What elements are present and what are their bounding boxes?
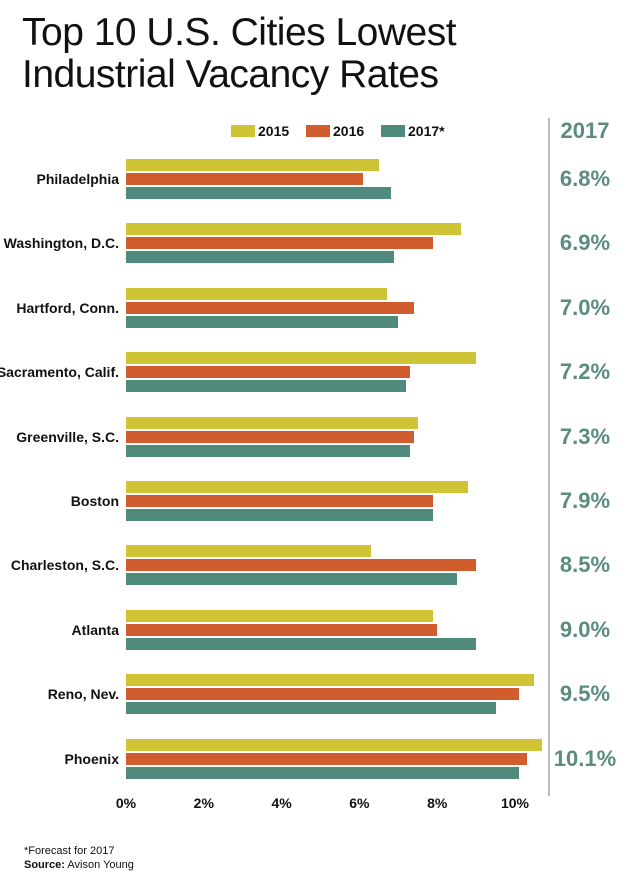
bar-2016-3 — [126, 366, 410, 379]
bar-2017-9 — [126, 766, 519, 779]
legend-label: 2015 — [258, 123, 290, 139]
bar-2015-2 — [126, 287, 387, 300]
right-value: 6.9% — [559, 230, 611, 256]
category-label: Washington, D.C. — [3, 235, 119, 252]
category-label: Boston — [70, 493, 119, 509]
bar-2015-3 — [126, 352, 477, 365]
bar-2017-8 — [126, 702, 496, 715]
legend-item-2016: 2016 — [306, 123, 364, 139]
x-tick-label: 0% — [115, 795, 137, 811]
bar-2016-7 — [126, 623, 438, 636]
divider-line — [548, 118, 550, 796]
legend-label: 2016 — [333, 123, 365, 139]
bar-2017-6 — [126, 573, 457, 586]
right-value: 7.2% — [559, 359, 611, 385]
bar-2016-9 — [126, 752, 527, 765]
bar-2017-4 — [126, 444, 410, 457]
category-label: Hartford, Conn. — [16, 299, 119, 316]
bar-2016-6 — [126, 559, 477, 572]
bar-2017-7 — [126, 637, 477, 650]
x-tick-label: 4% — [271, 795, 292, 811]
bar-2015-4 — [126, 416, 418, 429]
bar-2015-9 — [126, 738, 543, 751]
bar-2016-8 — [126, 688, 519, 701]
bar-2017-0 — [126, 187, 391, 199]
legend-item-2017: 2017* — [381, 123, 445, 139]
bar-2015-6 — [126, 545, 372, 558]
bar-2017-5 — [126, 509, 434, 521]
category-label: Atlanta — [71, 621, 119, 638]
category-label: Sacramento, Calif. — [0, 364, 119, 381]
bar-2017-3 — [126, 380, 407, 393]
x-tick-label: 6% — [349, 795, 370, 811]
legend-swatch — [381, 125, 405, 137]
x-tick-label: 10% — [500, 795, 530, 811]
right-value: 9.5% — [559, 681, 611, 707]
source-label: Source: — [24, 859, 65, 871]
bar-2015-1 — [126, 223, 461, 236]
right-value: 8.5% — [559, 552, 611, 578]
bar-2017-1 — [126, 251, 395, 264]
right-column-header: 2017 — [560, 118, 610, 143]
bar-2016-4 — [126, 430, 414, 443]
source-text: Avison Young — [67, 859, 134, 871]
category-label: Philadelphia — [36, 171, 119, 187]
bar-2017-2 — [126, 315, 399, 328]
title-line-2: Industrial Vacancy Rates — [22, 53, 439, 96]
legend-item-2015: 2015 — [231, 123, 289, 139]
bar-2015-5 — [126, 481, 469, 493]
legend-swatch — [231, 125, 255, 137]
category-label: Phoenix — [64, 750, 119, 767]
category-label: Charleston, S.C. — [10, 557, 119, 574]
bar-2016-0 — [126, 173, 364, 185]
source-line: Source: Avison Young — [24, 859, 134, 871]
legend-label: 2017* — [408, 123, 445, 139]
chart-title: Top 10 U.S. Cities Lowest Industrial Vaca… — [22, 11, 457, 96]
category-label: Reno, Nev. — [47, 686, 119, 703]
right-value: 10.1% — [553, 745, 617, 771]
bar-2015-0 — [126, 159, 379, 171]
bar-2016-5 — [126, 495, 434, 507]
right-value: 7.3% — [559, 423, 611, 449]
legend-swatch — [306, 125, 330, 137]
bar-2016-2 — [126, 301, 414, 314]
bar-2016-1 — [126, 237, 434, 250]
right-value: 7.9% — [559, 488, 611, 513]
footnote: *Forecast for 2017 — [24, 845, 115, 857]
bar-2015-8 — [126, 674, 535, 687]
right-value: 7.0% — [559, 294, 611, 320]
bar-2015-7 — [126, 609, 434, 622]
title-line-1: Top 10 U.S. Cities Lowest — [22, 11, 457, 54]
x-tick-label: 2% — [193, 795, 214, 811]
category-label: Greenville, S.C. — [16, 428, 119, 445]
right-value: 6.8% — [559, 166, 611, 191]
x-tick-label: 8% — [427, 795, 448, 811]
right-value: 9.0% — [559, 616, 611, 642]
